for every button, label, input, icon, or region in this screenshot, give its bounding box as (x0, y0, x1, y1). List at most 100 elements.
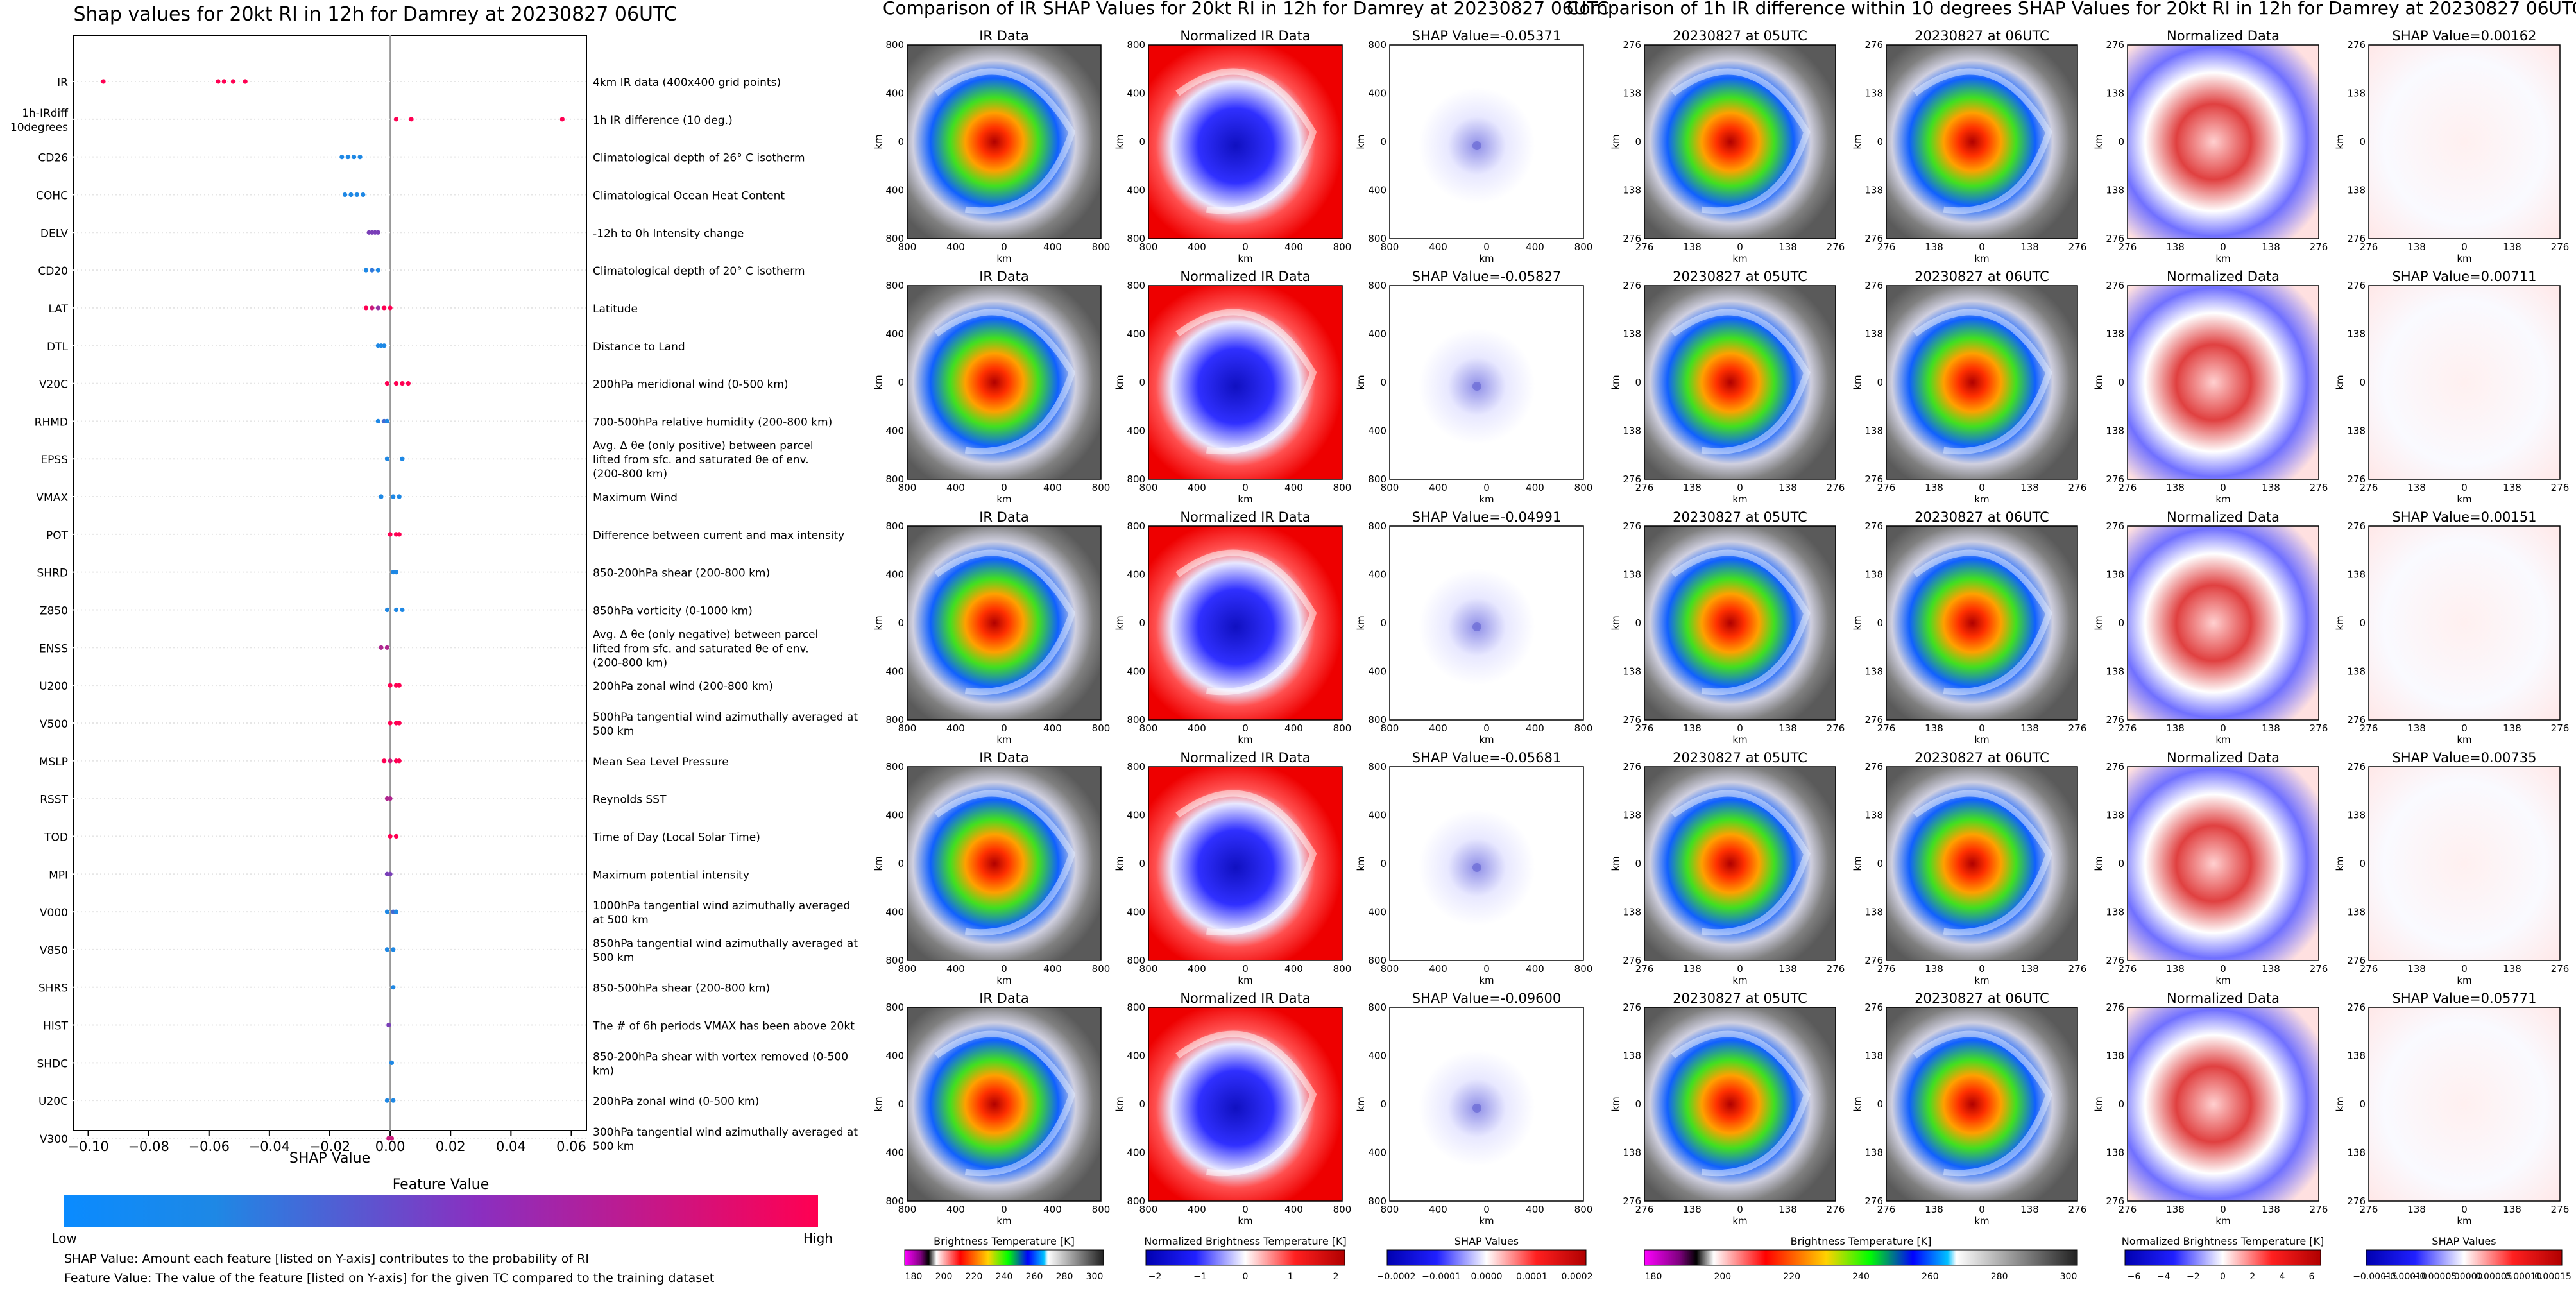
y-tick-label: 138 (2106, 1050, 2124, 1062)
x-tick-label: 276 (2119, 722, 2137, 734)
x-tick-label: 276 (2360, 241, 2378, 253)
image-panel: 20230827 at 05UTC27627613813800138138276… (1610, 28, 1845, 264)
x-tick-label: 0 (2220, 963, 2226, 975)
diff-section-title: Comparison of 1h IR difference within 10… (1567, 0, 2576, 19)
x-tick-label: 138 (1683, 722, 1702, 734)
panel-title: 20230827 at 06UTC (1915, 750, 2049, 765)
y-tick-label: 800 (1127, 714, 1145, 726)
feature-description: km) (593, 1064, 614, 1077)
y-tick-label: 0 (1635, 858, 1641, 869)
x-tick-label: 800 (1333, 722, 1352, 734)
x-tick-label: 0 (1001, 963, 1007, 975)
image-panel: SHAP Value=0.007112762761381380013813827… (2334, 269, 2569, 505)
x-axis-label: km (1479, 1215, 1494, 1227)
shap-point (370, 268, 375, 273)
summary-title: Shap values for 20kt RI in 12h for Damre… (73, 3, 677, 26)
y-tick-label: 400 (1127, 329, 1145, 340)
panel-title: 20230827 at 05UTC (1673, 28, 1807, 44)
y-tick-label: 800 (1368, 955, 1386, 966)
panel-title: Normalized IR Data (1180, 509, 1310, 525)
colorbar: SHAP Values−0.00015−0.00010−0.000050.000… (2353, 1235, 2572, 1282)
shap-point (352, 155, 357, 160)
x-tick-label: 276 (2551, 963, 2570, 975)
y-tick-label: 276 (1623, 233, 1641, 244)
panel-title: IR Data (979, 269, 1029, 284)
x-tick-label: 800 (1333, 241, 1352, 253)
panel-title: Normalized Data (2167, 28, 2280, 44)
y-tick-label: 0 (2118, 377, 2124, 388)
panel-title: SHAP Value=0.00735 (2393, 750, 2537, 765)
colorbar-bar (904, 1249, 1104, 1266)
feature-row: Z850 850hPa vorticity (0-1000 km) (40, 605, 753, 618)
y-tick-label: 800 (885, 280, 904, 291)
note-shap-value: SHAP Value: Amount each feature [listed … (64, 1252, 589, 1266)
cloud-band (1175, 549, 1317, 696)
x-tick-label: 400 (1526, 241, 1544, 253)
x-tick-label: 800 (898, 963, 917, 975)
x-tick-label: 0 (1242, 963, 1249, 975)
colorbar-tick-label: −1 (1193, 1272, 1207, 1282)
y-tick-label: 400 (1368, 907, 1386, 918)
panel-frame (1886, 525, 2078, 721)
y-tick-label: 276 (2106, 39, 2124, 51)
panel-image (2369, 286, 2560, 479)
x-tick-label: 0 (1737, 1204, 1743, 1215)
y-tick-label: 800 (1127, 233, 1145, 244)
x-tick-label: 138 (1778, 963, 1797, 975)
panel-frame (1389, 44, 1584, 239)
y-axis-label: km (1610, 1097, 1621, 1111)
x-tick-label: 138 (1925, 963, 1943, 975)
shap-point (379, 494, 384, 499)
shap-point (384, 947, 390, 952)
x-tick-label: 400 (1188, 482, 1206, 493)
x-tick-label: 138 (2503, 963, 2521, 975)
x-tick-label: 138 (1683, 241, 1702, 253)
x-axis-label: km (1238, 493, 1252, 505)
shap-point (405, 380, 411, 386)
x-tick-label: 400 (1043, 482, 1062, 493)
y-tick-label: 400 (885, 329, 904, 340)
y-axis-label: km (1610, 856, 1621, 871)
panel-title: 20230827 at 05UTC (1673, 991, 1807, 1006)
y-tick-label: 0 (898, 136, 904, 148)
feature-colorbar-low: Low (51, 1231, 76, 1246)
colorbar-label: SHAP Values (1454, 1235, 1519, 1247)
x-tick-label: 276 (2360, 482, 2378, 493)
shap-core (1472, 382, 1481, 391)
y-tick-label: 800 (1127, 280, 1145, 291)
y-axis-label: km (1852, 134, 1863, 149)
shap-point (361, 192, 366, 198)
feature-label: CD26 (38, 152, 68, 165)
y-tick-label: 800 (1368, 280, 1386, 291)
x-tick-label: 138 (2166, 241, 2185, 253)
x-tick-label: 0 (1001, 241, 1007, 253)
y-tick-label: 800 (1127, 39, 1145, 51)
y-tick-label: 800 (885, 761, 904, 773)
x-tick-label: 400 (1188, 722, 1206, 734)
x-tick-label: 400 (1284, 963, 1303, 975)
feature-row: U20C 200hPa zonal wind (0-500 km) (38, 1095, 759, 1108)
colorbar-tick-label: −0.00005 (2412, 1272, 2457, 1282)
x-tick-label: −0.10 (67, 1139, 108, 1154)
y-axis-label: km (2093, 856, 2104, 871)
colorbar: Brightness Temperature [K] 180 200 220 240 26… (1644, 1235, 2078, 1282)
shap-point (243, 79, 248, 84)
panel-title: 20230827 at 06UTC (1915, 991, 2049, 1006)
y-tick-label: 276 (1623, 474, 1641, 485)
shap-point (216, 79, 221, 84)
feature-label: U20C (38, 1095, 68, 1108)
colorbar-tick-label: −0.0001 (1422, 1272, 1461, 1282)
y-tick-label: 0 (2359, 617, 2366, 629)
y-tick-label: 276 (2106, 474, 2124, 485)
x-tick-label: −0.08 (128, 1139, 169, 1154)
feature-row: SHDC 850-200hPa shear with vortex removed… (37, 1050, 848, 1077)
colorbar-tick-label: 220 (1783, 1272, 1800, 1282)
x-tick-label: 800 (1092, 1204, 1111, 1215)
y-tick-label: 276 (1864, 39, 1883, 51)
x-tick-label: 800 (1092, 482, 1111, 493)
y-tick-label: 138 (1864, 1050, 1883, 1062)
x-tick-label: 800 (1574, 482, 1593, 493)
colorbar-label: Normalized Brightness Temperature [K] (2122, 1235, 2324, 1247)
x-tick-label: 0 (1001, 722, 1007, 734)
feature-description: 500 km (593, 952, 634, 964)
